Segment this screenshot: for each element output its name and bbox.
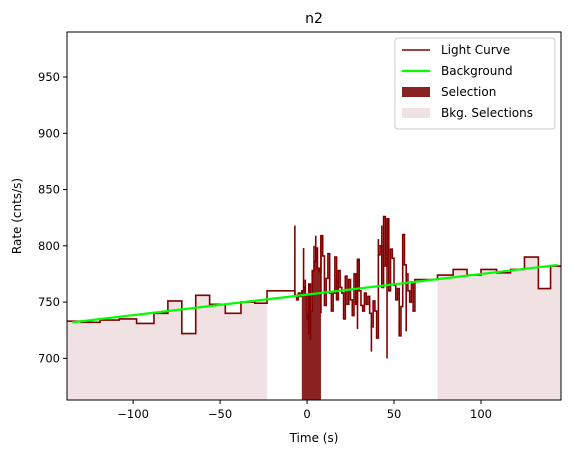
x-tick-label: −100	[117, 407, 149, 421]
x-tick-label: 50	[387, 407, 402, 421]
bkg-selections-layer	[67, 257, 561, 400]
y-axis-ticks: 700 750 800 850 900 950	[38, 70, 67, 365]
x-tick-label: 0	[303, 407, 310, 421]
chart-title: n2	[305, 11, 323, 27]
x-tick-label: −50	[208, 407, 232, 421]
bkg-selection-region-1	[437, 257, 561, 400]
selection-region	[301, 248, 321, 400]
legend-box	[394, 37, 556, 130]
legend-swatch	[402, 87, 430, 97]
x-axis-label: Time (s)	[289, 431, 339, 445]
legend-label: Light Curve	[441, 43, 510, 57]
x-axis-ticks: −100 −50 0 50 100	[117, 400, 492, 421]
x-tick-label: 100	[470, 407, 492, 421]
y-axis-label: Rate (cnts/s)	[10, 178, 24, 254]
legend-label: Bkg. Selections	[441, 106, 533, 120]
background-line	[72, 263, 558, 324]
bkg-selection-region-0	[67, 295, 268, 400]
background-layer	[72, 263, 558, 324]
y-tick-label: 700	[38, 351, 60, 365]
y-tick-label: 900	[38, 126, 60, 140]
y-tick-label: 850	[38, 183, 60, 197]
legend-swatch	[402, 108, 430, 118]
y-tick-label: 800	[38, 239, 60, 253]
light-curve-line	[67, 215, 561, 339]
plot-frame	[66, 31, 562, 401]
selection-layer	[301, 248, 321, 400]
y-tick-label: 950	[38, 70, 60, 84]
legend: Light Curve Background Selection Bkg. Selec…	[394, 37, 556, 130]
legend-label: Background	[441, 64, 513, 78]
legend-label: Selection	[441, 85, 496, 99]
light-curve-layer	[67, 215, 561, 359]
y-tick-label: 750	[38, 295, 60, 309]
